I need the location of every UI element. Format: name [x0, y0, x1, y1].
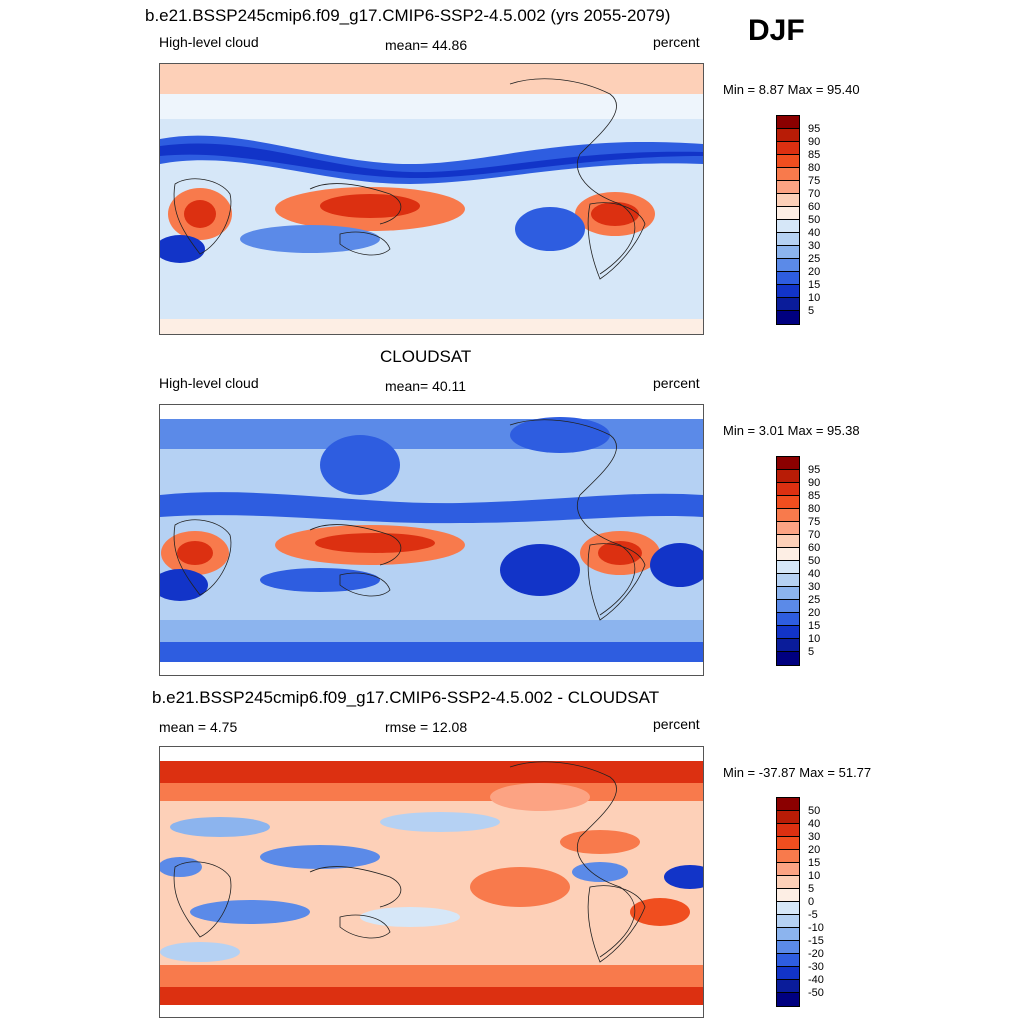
panel-2-minmax: Min = 3.01 Max = 95.38: [723, 423, 860, 438]
panel-1-mean-label: mean= 44.86: [385, 37, 468, 53]
panel-3-colorbar: [776, 797, 800, 1007]
panel-1-variable-label: High-level cloud: [159, 34, 259, 50]
panel-3-cbar-tick: 10: [808, 870, 821, 882]
panel-1-cbar-tick: 5: [808, 305, 815, 317]
panel-2-cbar-tick: 40: [808, 568, 821, 580]
panel-2-cbar-tick: 80: [808, 503, 821, 515]
panel-2-cbar-tick: 5: [808, 646, 815, 658]
panel-1-cbar-tick: 95: [808, 123, 821, 135]
panel-2-cbar-tick: 60: [808, 542, 821, 554]
panel-2-cbar-tick: 90: [808, 477, 821, 489]
panel-1-units-label: percent: [653, 34, 700, 50]
panel-1-map: [159, 63, 704, 335]
panel-1-cbar-tick: 60: [808, 201, 821, 213]
panel-2-title: CLOUDSAT: [380, 347, 472, 366]
panel-2-cbar-tick: 20: [808, 607, 821, 619]
panel-1-cbar-tick: 70: [808, 188, 821, 200]
panel-1-cbar-tick: 20: [808, 266, 821, 278]
panel-2-cbar-tick: 85: [808, 490, 821, 502]
panel-3-map: [159, 746, 704, 1018]
panel-2-cbar-tick: 10: [808, 633, 821, 645]
panel-1-cbar-tick: 80: [808, 162, 821, 174]
panel-3-cbar-tick: -40: [808, 974, 824, 986]
panel-2-map: [159, 404, 704, 676]
panel-1-cbar-tick: 25: [808, 253, 821, 265]
panel-2-colorbar: [776, 456, 800, 666]
panel-1-cbar-tick: 75: [808, 175, 821, 187]
panel-1-cbar-tick: 85: [808, 149, 821, 161]
panel-3-cbar-tick: -50: [808, 987, 824, 999]
panel-3-minmax: Min = -37.87 Max = 51.77: [723, 765, 872, 780]
panel-3-cbar-tick: -5: [808, 909, 818, 921]
panel-3-cbar-tick: 20: [808, 844, 821, 856]
panel-3-cbar-tick: 30: [808, 831, 821, 843]
panel-1-cbar-tick: 90: [808, 136, 821, 148]
panel-3-title: b.e21.BSSP245cmip6.f09_g17.CMIP6-SSP2-4.…: [152, 688, 660, 707]
panel-3-cbar-tick: -20: [808, 948, 824, 960]
panel-2-mean-label: mean= 40.11: [385, 378, 467, 394]
panel-2-units-label: percent: [653, 375, 700, 391]
panel-3-mean-label: mean = 4.75: [159, 719, 238, 735]
panel-2-cbar-tick: 75: [808, 516, 821, 528]
panel-2-cbar-tick: 30: [808, 581, 821, 593]
panel-3-cbar-tick: 40: [808, 818, 821, 830]
panel-3-cbar-tick: 5: [808, 883, 815, 895]
panel-2-variable-label: High-level cloud: [159, 375, 259, 391]
panel-3-cbar-tick: -30: [808, 961, 824, 973]
panel-3-cbar-tick: -15: [808, 935, 824, 947]
panel-1-title: b.e21.BSSP245cmip6.f09_g17.CMIP6-SSP2-4.…: [145, 6, 671, 25]
panel-2-cbar-tick: 25: [808, 594, 821, 606]
season-label: DJF: [748, 14, 805, 47]
panel-1-cbar-tick: 30: [808, 240, 821, 252]
panel-1-cbar-tick: 50: [808, 214, 821, 226]
panel-3-cbar-tick: 50: [808, 805, 821, 817]
panel-3-cbar-tick: -10: [808, 922, 824, 934]
panel-2-cbar-tick: 70: [808, 529, 821, 541]
panel-3-units-label: percent: [653, 716, 700, 732]
panel-2-cbar-tick: 95: [808, 464, 821, 476]
panel-2-cbar-tick: 50: [808, 555, 821, 567]
panel-3-rmse-label: rmse = 12.08: [385, 719, 468, 735]
panel-1-cbar-tick: 40: [808, 227, 821, 239]
panel-1-cbar-tick: 10: [808, 292, 821, 304]
panel-1-cbar-tick: 15: [808, 279, 821, 291]
panel-3-cbar-tick: 15: [808, 857, 821, 869]
panel-2-cbar-tick: 15: [808, 620, 821, 632]
panel-1-minmax: Min = 8.87 Max = 95.40: [723, 82, 860, 97]
panel-1-colorbar: [776, 115, 800, 325]
panel-3-cbar-tick: 0: [808, 896, 815, 908]
